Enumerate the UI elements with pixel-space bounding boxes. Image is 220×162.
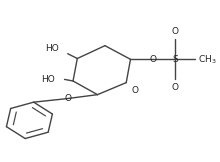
Text: O: O <box>64 94 71 103</box>
Text: O: O <box>149 55 156 64</box>
Text: S: S <box>172 55 178 64</box>
Text: O: O <box>132 86 139 95</box>
Text: HO: HO <box>46 44 59 53</box>
Text: HO: HO <box>41 75 55 84</box>
Text: CH$_3$: CH$_3$ <box>198 53 216 66</box>
Text: O: O <box>172 83 179 92</box>
Text: O: O <box>172 27 179 36</box>
